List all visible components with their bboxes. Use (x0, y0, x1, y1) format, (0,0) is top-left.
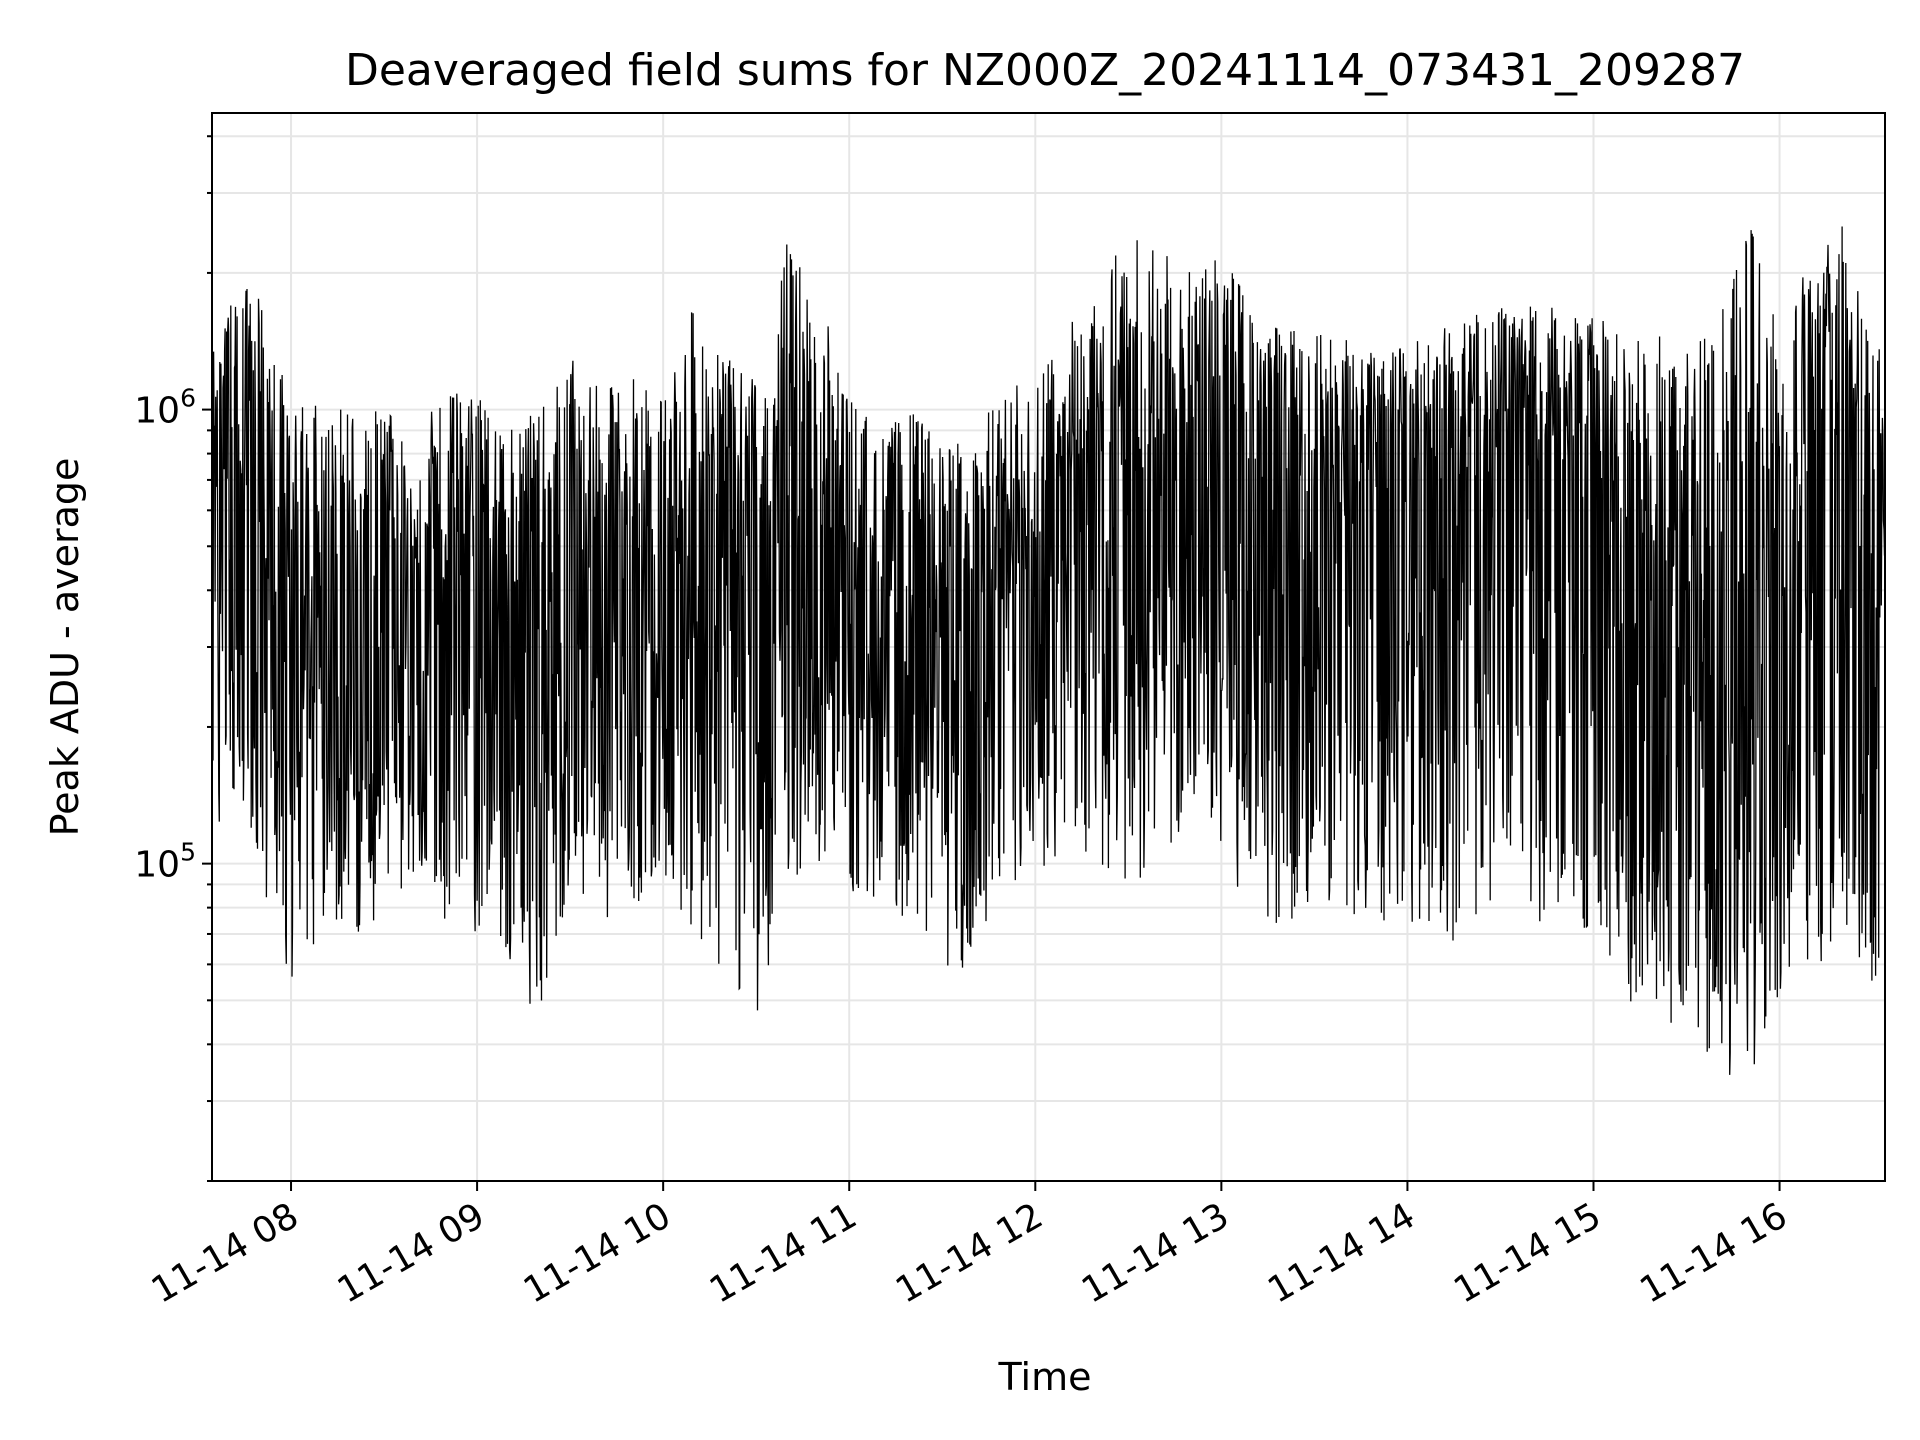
y-tick-label: 106 (134, 384, 196, 432)
y-tick-label-exponent: 5 (180, 838, 196, 867)
y-tick-label-exponent: 6 (180, 384, 196, 413)
x-axis-label: Time (998, 1355, 1092, 1399)
chart-title: Deaveraged field sums for NZ000Z_2024111… (345, 45, 1745, 96)
y-tick-label-base: 10 (134, 391, 180, 432)
data-series (211, 226, 1886, 1075)
y-axis-label: Peak ADU - average (43, 458, 87, 837)
series-line (211, 226, 1886, 1075)
y-tick-label: 105 (134, 838, 196, 886)
y-tick-label-base: 10 (134, 845, 180, 886)
